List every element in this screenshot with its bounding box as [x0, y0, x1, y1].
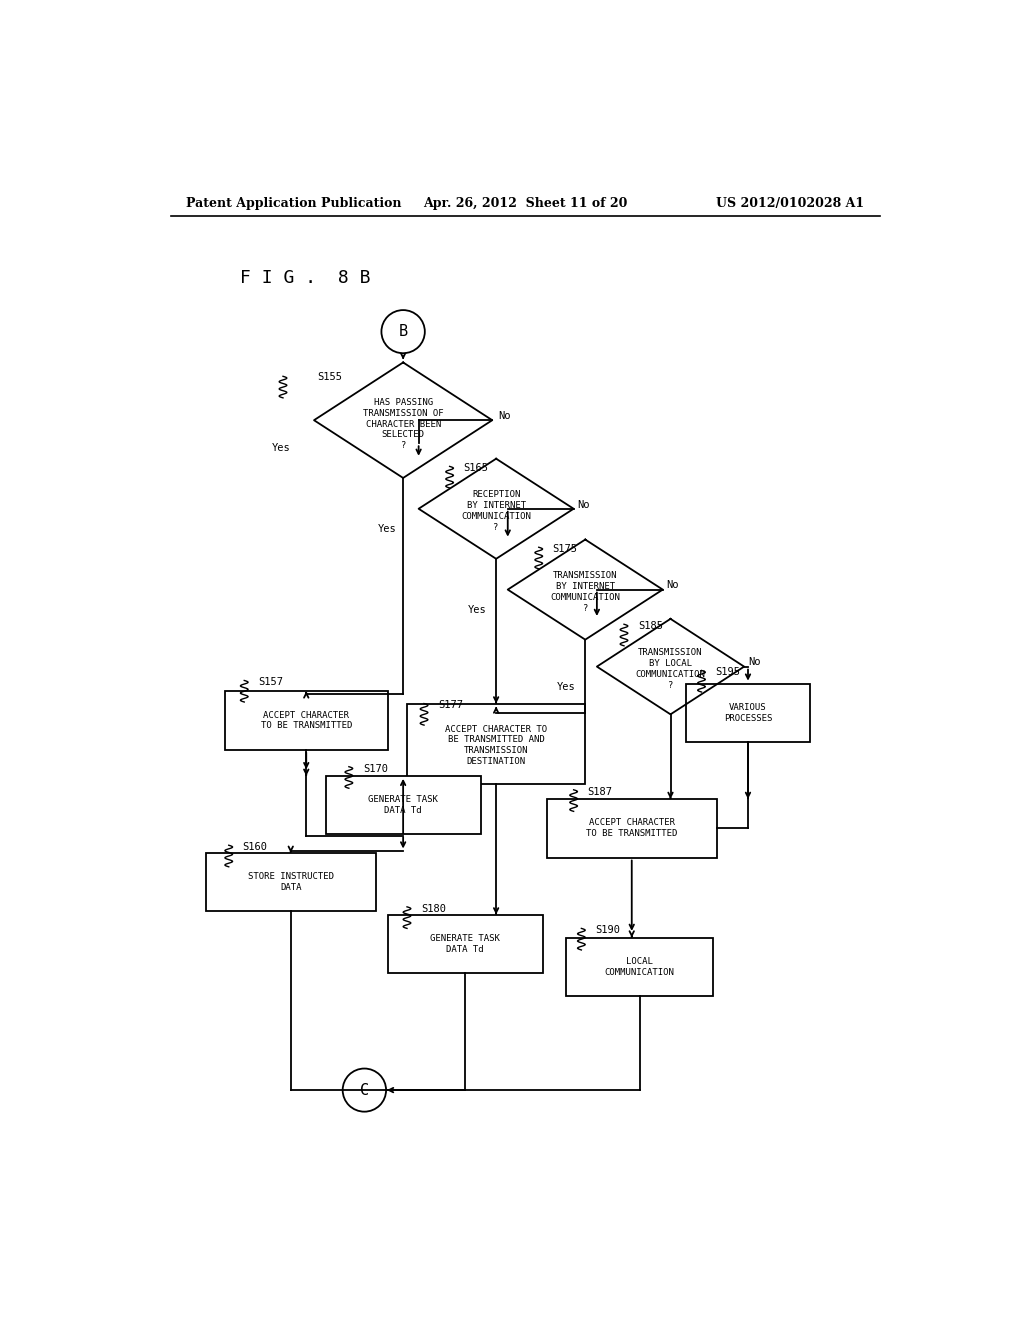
Bar [407, 704, 586, 784]
Text: S190: S190 [595, 925, 621, 936]
Text: Yes: Yes [378, 524, 397, 535]
Text: F I G .  8 B: F I G . 8 B [241, 269, 371, 286]
Text: GENERATE TASK
DATA Td: GENERATE TASK DATA Td [369, 796, 438, 814]
Text: GENERATE TASK
DATA Td: GENERATE TASK DATA Td [430, 935, 500, 953]
Text: Yes: Yes [556, 682, 575, 692]
Text: TRANSMISSION
BY INTERNET
COMMUNICATION
?: TRANSMISSION BY INTERNET COMMUNICATION ? [550, 572, 621, 612]
Bar [566, 937, 713, 997]
Bar [547, 799, 717, 858]
Text: Apr. 26, 2012  Sheet 11 of 20: Apr. 26, 2012 Sheet 11 of 20 [423, 197, 627, 210]
Text: S195: S195 [716, 668, 740, 677]
Text: S175: S175 [552, 544, 577, 554]
Bar [686, 684, 810, 742]
Text: ACCEPT CHARACTER
TO BE TRANSMITTED: ACCEPT CHARACTER TO BE TRANSMITTED [586, 818, 678, 838]
Text: HAS PASSING
TRANSMISSION OF
CHARACTER BEEN
SELECTED
?: HAS PASSING TRANSMISSION OF CHARACTER BE… [362, 399, 443, 450]
Text: No: No [499, 411, 511, 421]
Text: VARIOUS
PROCESSES: VARIOUS PROCESSES [724, 704, 772, 722]
Text: RECEPTION
BY INTERNET
COMMUNICATION
?: RECEPTION BY INTERNET COMMUNICATION ? [461, 491, 531, 532]
Text: S177: S177 [438, 701, 463, 710]
Text: STORE INSTRUCTED
DATA: STORE INSTRUCTED DATA [248, 873, 334, 892]
Text: US 2012/0102028 A1: US 2012/0102028 A1 [716, 197, 864, 210]
Text: S187: S187 [588, 787, 612, 797]
Text: S180: S180 [421, 904, 445, 913]
Text: Yes: Yes [272, 444, 291, 453]
Text: Patent Application Publication: Patent Application Publication [186, 197, 401, 210]
Text: S160: S160 [243, 842, 267, 853]
Text: S155: S155 [317, 372, 342, 383]
Bar [326, 776, 480, 834]
Text: S165: S165 [463, 463, 487, 474]
Text: LOCAL
COMMUNICATION: LOCAL COMMUNICATION [604, 957, 675, 977]
Text: No: No [748, 657, 761, 668]
Text: S157: S157 [258, 677, 284, 688]
Text: S170: S170 [362, 763, 388, 774]
Bar [225, 692, 388, 750]
Text: No: No [578, 499, 590, 510]
Text: TRANSMISSION
BY LOCAL
COMMUNICATION
?: TRANSMISSION BY LOCAL COMMUNICATION ? [636, 648, 706, 689]
Text: S185: S185 [638, 622, 663, 631]
Bar [388, 915, 543, 973]
Text: No: No [667, 581, 679, 590]
Text: C: C [359, 1082, 369, 1098]
Text: B: B [398, 325, 408, 339]
Text: ACCEPT CHARACTER
TO BE TRANSMITTED: ACCEPT CHARACTER TO BE TRANSMITTED [260, 710, 352, 730]
Text: Yes: Yes [467, 605, 486, 615]
Text: ACCEPT CHARACTER TO
BE TRANSMITTED AND
TRANSMISSION
DESTINATION: ACCEPT CHARACTER TO BE TRANSMITTED AND T… [445, 725, 547, 766]
Bar [206, 853, 376, 911]
